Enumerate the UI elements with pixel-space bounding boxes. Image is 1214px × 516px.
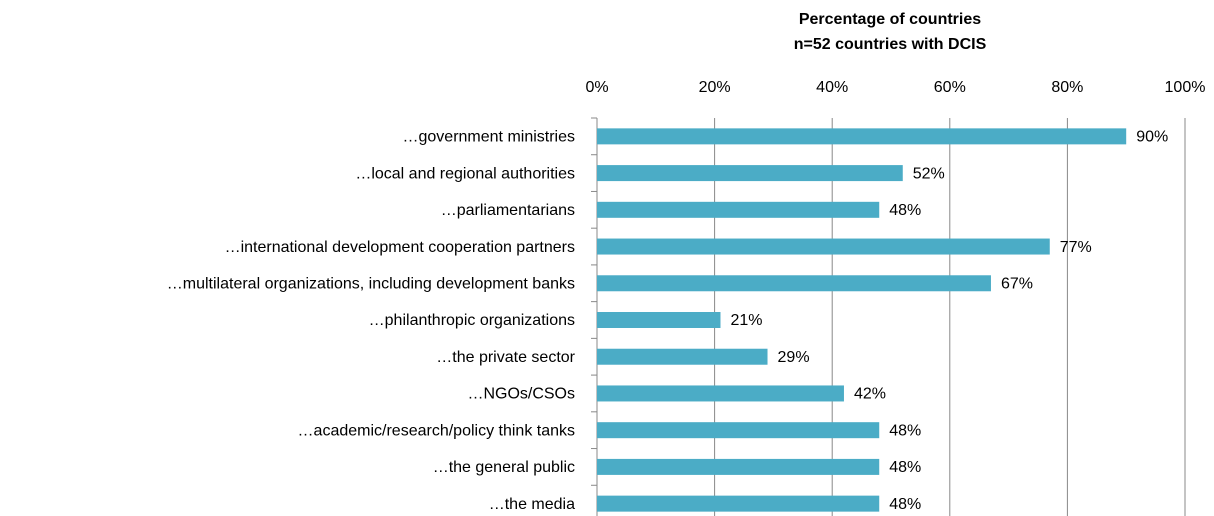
bar bbox=[597, 165, 903, 182]
x-tick-label: 80% bbox=[1051, 79, 1083, 96]
data-label: 77% bbox=[1060, 239, 1092, 256]
bar bbox=[597, 238, 1050, 255]
y-tick-label: …government ministries bbox=[403, 129, 576, 146]
bar bbox=[597, 201, 880, 218]
chart-subtitle: n=52 countries with DCIS bbox=[794, 36, 987, 53]
bar bbox=[597, 128, 1127, 145]
bar bbox=[597, 385, 844, 402]
y-tick-label: …the private sector bbox=[436, 349, 575, 366]
y-tick-label: …international development cooperation p… bbox=[225, 239, 575, 256]
data-label: 42% bbox=[854, 386, 886, 403]
x-tick-label: 40% bbox=[816, 79, 848, 96]
bar bbox=[597, 348, 768, 365]
bar bbox=[597, 312, 721, 328]
data-label: 48% bbox=[889, 202, 921, 219]
data-label: 21% bbox=[730, 312, 762, 329]
data-label: 52% bbox=[913, 165, 945, 182]
y-tick-label: …parliamentarians bbox=[441, 202, 575, 219]
data-label: 90% bbox=[1136, 129, 1168, 146]
bar bbox=[597, 458, 880, 475]
y-tick-label: …multilateral organizations, including d… bbox=[167, 275, 575, 292]
y-tick-label: …academic/research/policy think tanks bbox=[298, 422, 575, 439]
y-tick-label: …the general public bbox=[433, 459, 575, 476]
data-label: 67% bbox=[1001, 275, 1033, 292]
data-label: 48% bbox=[889, 422, 921, 439]
y-tick-label: …NGOs/CSOs bbox=[467, 386, 575, 403]
x-tick-label: 100% bbox=[1165, 79, 1206, 96]
bar bbox=[597, 495, 880, 512]
y-tick-label: …philanthropic organizations bbox=[369, 312, 575, 329]
x-tick-label: 0% bbox=[585, 79, 608, 96]
y-tick-label: …local and regional authorities bbox=[355, 165, 575, 182]
x-tick-label: 20% bbox=[699, 79, 731, 96]
x-tick-label: 60% bbox=[934, 79, 966, 96]
bar bbox=[597, 422, 880, 439]
chart-title: Percentage of countries bbox=[799, 11, 981, 28]
data-label: 48% bbox=[889, 496, 921, 513]
data-label: 29% bbox=[778, 349, 810, 366]
y-tick-label: …the media bbox=[489, 496, 575, 513]
data-label: 48% bbox=[889, 459, 921, 476]
bar bbox=[597, 275, 991, 292]
